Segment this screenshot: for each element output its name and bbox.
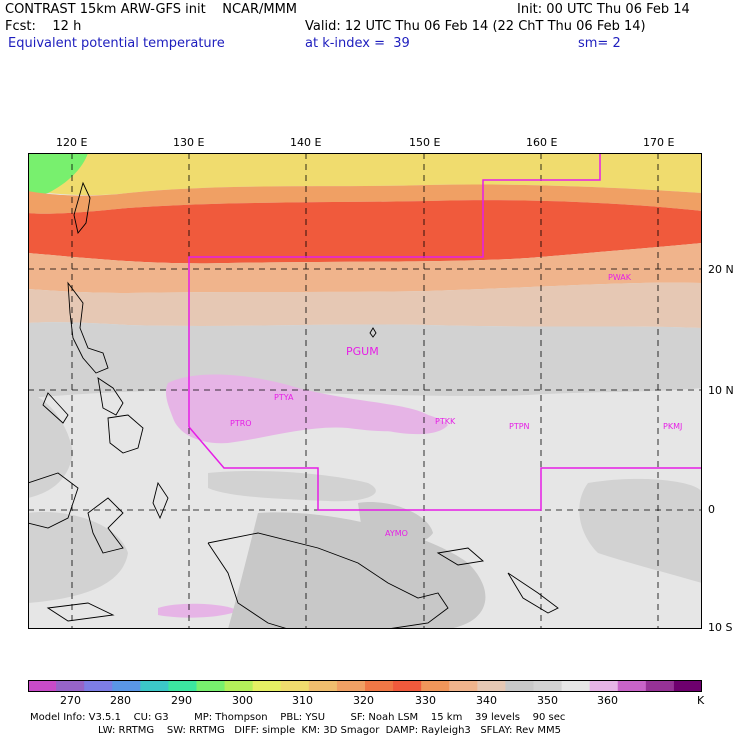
title-line: CONTRAST 15km ARW-GFS init NCAR/MMM <box>5 2 298 17</box>
station-label: PWAK <box>608 273 632 282</box>
coastlines <box>28 181 559 629</box>
new-guinea-coast <box>207 532 449 629</box>
lat-label: 10 N <box>708 384 734 397</box>
sulawesi-coast <box>87 497 124 554</box>
station-label: AYMO <box>385 529 408 538</box>
colorbar-label: 300 <box>232 694 253 707</box>
colorbar-cell <box>365 680 394 692</box>
colorbar-cell <box>84 680 113 692</box>
field-band-tan <box>28 282 702 328</box>
model-info-line: Model Info: V3.5.1 CU: G3 MP: Thompson P… <box>30 712 566 723</box>
init-time: Init: 00 UTC Thu 06 Feb 14 <box>517 2 690 17</box>
mindanao-coast <box>107 414 144 454</box>
new-britain-coast <box>436 547 485 566</box>
colorbar-cell <box>112 680 141 692</box>
field-patch-grey <box>28 512 128 603</box>
lat-label: 0 <box>708 503 715 516</box>
region-boundary <box>188 153 601 427</box>
colorbar-label: 280 <box>110 694 131 707</box>
colorbar-cell <box>505 680 534 692</box>
halmahera-coast <box>152 481 169 520</box>
field-band-green <box>28 153 88 198</box>
colorbar-cell <box>168 680 197 692</box>
palawan-coast <box>42 392 69 424</box>
colorbar <box>28 680 702 692</box>
field-band-red <box>28 200 702 264</box>
colorbar-cell <box>645 680 675 692</box>
model-physics-line: LW: RRTMG SW: RRTMG DIFF: simple KM: 3D … <box>98 725 561 736</box>
colorbar-cell <box>308 680 338 692</box>
smoothing: sm= 2 <box>578 36 621 51</box>
colorbar-cell <box>252 680 282 692</box>
lat-label: 20 N <box>708 263 734 276</box>
lat-label: 10 S <box>708 621 733 634</box>
station-label: PGUM <box>346 345 379 358</box>
lon-label: 160 E <box>526 136 558 149</box>
colorbar-cell <box>589 680 619 692</box>
field-band-grey <box>28 322 702 398</box>
colorbar-cell <box>336 680 366 692</box>
lon-label: 120 E <box>56 136 88 149</box>
theta-e-map <box>28 153 702 629</box>
field-band-yellow <box>28 153 702 196</box>
colorbar-label: 330 <box>415 694 436 707</box>
lon-label: 130 E <box>173 136 205 149</box>
colorbar-label: 290 <box>171 694 192 707</box>
forecast-hour: Fcst: 12 h <box>5 19 82 34</box>
map-frame <box>28 153 702 629</box>
colorbar-frame <box>28 680 702 692</box>
level-index: at k-index = 39 <box>305 36 410 51</box>
colorbar-label: 270 <box>60 694 81 707</box>
colorbar-label: 320 <box>353 694 374 707</box>
solomon-coast <box>507 572 559 614</box>
colorbar-cell <box>533 680 563 692</box>
borneo-coast <box>28 472 79 529</box>
colorbar-cell <box>673 680 702 692</box>
timor-coast <box>46 602 115 622</box>
field-patch-grey <box>579 478 702 583</box>
station-label: PKMJ <box>663 422 683 431</box>
colorbar-cell <box>196 680 226 692</box>
colorbar-label: 310 <box>292 694 313 707</box>
field-band-salmon <box>28 243 702 293</box>
colorbar-cell <box>393 680 422 692</box>
station-label: PTRO <box>230 419 252 428</box>
lon-label: 140 E <box>290 136 322 149</box>
colorbar-label: 350 <box>537 694 558 707</box>
colorbar-cell <box>449 680 478 692</box>
colorbar-cell <box>617 680 647 692</box>
valid-time: Valid: 12 UTC Thu 06 Feb 14 (22 ChT Thu … <box>305 19 646 34</box>
colorbar-cell <box>56 680 85 692</box>
colorbar-cell <box>224 680 254 692</box>
field-patch-purple <box>158 603 238 618</box>
colorbar-cell <box>421 680 450 692</box>
taiwan-coast <box>73 181 91 235</box>
station-label: PTYA <box>274 393 294 402</box>
colorbar-label: 360 <box>597 694 618 707</box>
field-patch-grey <box>358 502 433 545</box>
field-name: Equivalent potential temperature <box>8 36 225 51</box>
region-boundary <box>188 426 702 511</box>
field-patch-purple <box>378 410 448 435</box>
visayas-coast <box>97 377 124 416</box>
lat-lon-grid <box>28 153 702 629</box>
colorbar-label: 340 <box>476 694 497 707</box>
guam-coast <box>369 327 377 338</box>
lon-label: 150 E <box>409 136 441 149</box>
lon-label: 170 E <box>643 136 675 149</box>
colorbar-cell <box>140 680 169 692</box>
station-label: PTKK <box>435 417 456 426</box>
field-patch-grey <box>208 471 376 502</box>
field-patch-grey <box>28 393 73 498</box>
colorbar-cell <box>477 680 506 692</box>
colorbar-cell <box>28 680 57 692</box>
colorbar-cell <box>561 680 591 692</box>
field-band-orange <box>28 184 702 214</box>
field-patch-purple <box>165 374 429 444</box>
station-label: PTPN <box>509 422 530 431</box>
colorbar-label: K <box>697 694 705 707</box>
colorbar-cell <box>280 680 310 692</box>
